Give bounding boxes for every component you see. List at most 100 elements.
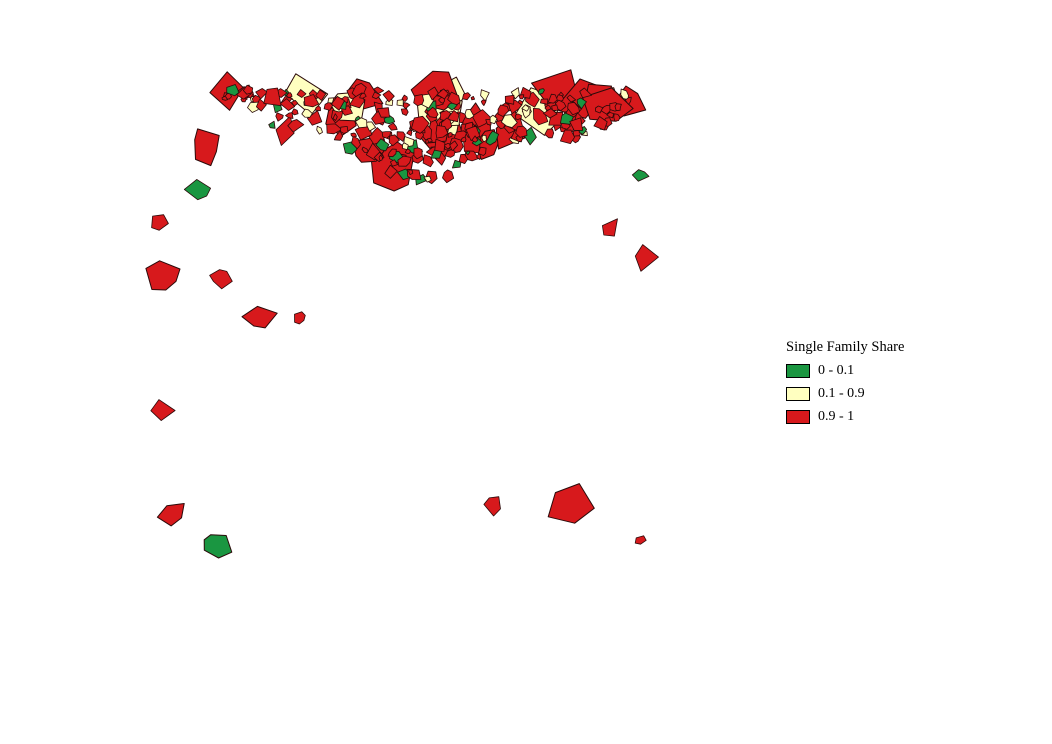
parcel [543, 108, 558, 119]
parcel [631, 169, 650, 182]
parcel [551, 104, 559, 112]
parcel [510, 87, 520, 100]
parcel [497, 104, 510, 117]
parcel [413, 147, 423, 160]
parcel [442, 169, 455, 184]
parcel [331, 96, 345, 111]
parcel [296, 89, 307, 98]
parcel [396, 131, 406, 142]
parcel [458, 153, 469, 165]
parcel [470, 96, 476, 101]
parcel [446, 102, 458, 111]
parcel [268, 120, 276, 129]
parcel [477, 146, 487, 156]
parcel [156, 503, 185, 527]
parcel [316, 125, 323, 135]
parcel [373, 86, 385, 95]
parcel [371, 91, 382, 100]
parcel [447, 131, 453, 138]
parcel [381, 131, 392, 139]
parcel [361, 146, 369, 153]
parcel [624, 96, 632, 105]
parcel [485, 130, 500, 146]
parcel [145, 260, 181, 291]
legend-item-mid: 0.1 - 0.9 [786, 382, 904, 405]
parcel [241, 305, 278, 329]
parcel [275, 112, 284, 122]
parcel [315, 89, 327, 101]
legend-label-low: 0 - 0.1 [818, 362, 855, 378]
parcel [471, 135, 479, 143]
parcel [613, 113, 621, 122]
parcel [449, 140, 459, 152]
parcel [634, 535, 647, 545]
parcel [521, 104, 530, 112]
parcel [427, 86, 439, 101]
parcel [287, 119, 305, 133]
parcel [515, 125, 528, 138]
map-legend: Single Family Share 0 - 0.1 0.1 - 0.9 0.… [786, 338, 904, 428]
parcel [569, 117, 583, 131]
parcel [410, 115, 430, 134]
parcel [544, 104, 552, 111]
parcel [483, 496, 501, 517]
parcel [423, 175, 432, 183]
parcel [387, 122, 398, 131]
parcel [402, 102, 411, 110]
parcel [285, 112, 294, 119]
parcel [614, 103, 622, 112]
legend-item-high: 0.9 - 1 [786, 405, 904, 428]
parcel [375, 138, 390, 152]
parcel [303, 94, 320, 108]
parcel [471, 137, 483, 147]
parcel [209, 269, 233, 290]
parcel [359, 92, 367, 99]
parcel [378, 154, 384, 161]
parcel [151, 214, 169, 231]
legend-label-mid: 0.1 - 0.9 [818, 385, 865, 401]
parcel [533, 108, 549, 126]
parcel [444, 149, 456, 158]
parcel [504, 94, 515, 105]
parcel [460, 136, 467, 143]
parcel [397, 155, 412, 167]
parcel [518, 94, 525, 100]
parcel [203, 534, 233, 559]
parcel [400, 108, 409, 116]
parcel [500, 114, 518, 128]
parcel [387, 148, 397, 158]
parcel [396, 99, 404, 107]
parcel [388, 134, 400, 147]
parcel [634, 244, 659, 272]
parcel [514, 113, 522, 121]
parcel [547, 93, 558, 104]
parcel [606, 112, 615, 119]
parcel [602, 218, 618, 237]
parcel [430, 149, 443, 159]
parcel [323, 101, 334, 111]
parcel [451, 159, 462, 169]
parcel [221, 96, 228, 101]
parcel [263, 87, 282, 107]
parcel [183, 178, 212, 201]
parcel [382, 90, 395, 103]
parcel [376, 107, 390, 118]
parcel [595, 105, 604, 114]
parcel [427, 137, 433, 143]
parcel [462, 92, 471, 101]
legend-label-high: 0.9 - 1 [818, 408, 855, 424]
parcel [286, 92, 293, 99]
parcel [446, 110, 460, 123]
parcel [435, 125, 449, 139]
parcel [489, 114, 498, 125]
legend-item-low: 0 - 0.1 [786, 359, 904, 382]
parcel [291, 100, 299, 107]
parcel [406, 129, 413, 137]
parcel [279, 98, 296, 111]
parcel [242, 84, 254, 95]
parcel [291, 108, 299, 116]
parcel [255, 88, 268, 100]
legend-swatch-high [786, 409, 810, 424]
parcel [560, 129, 575, 145]
